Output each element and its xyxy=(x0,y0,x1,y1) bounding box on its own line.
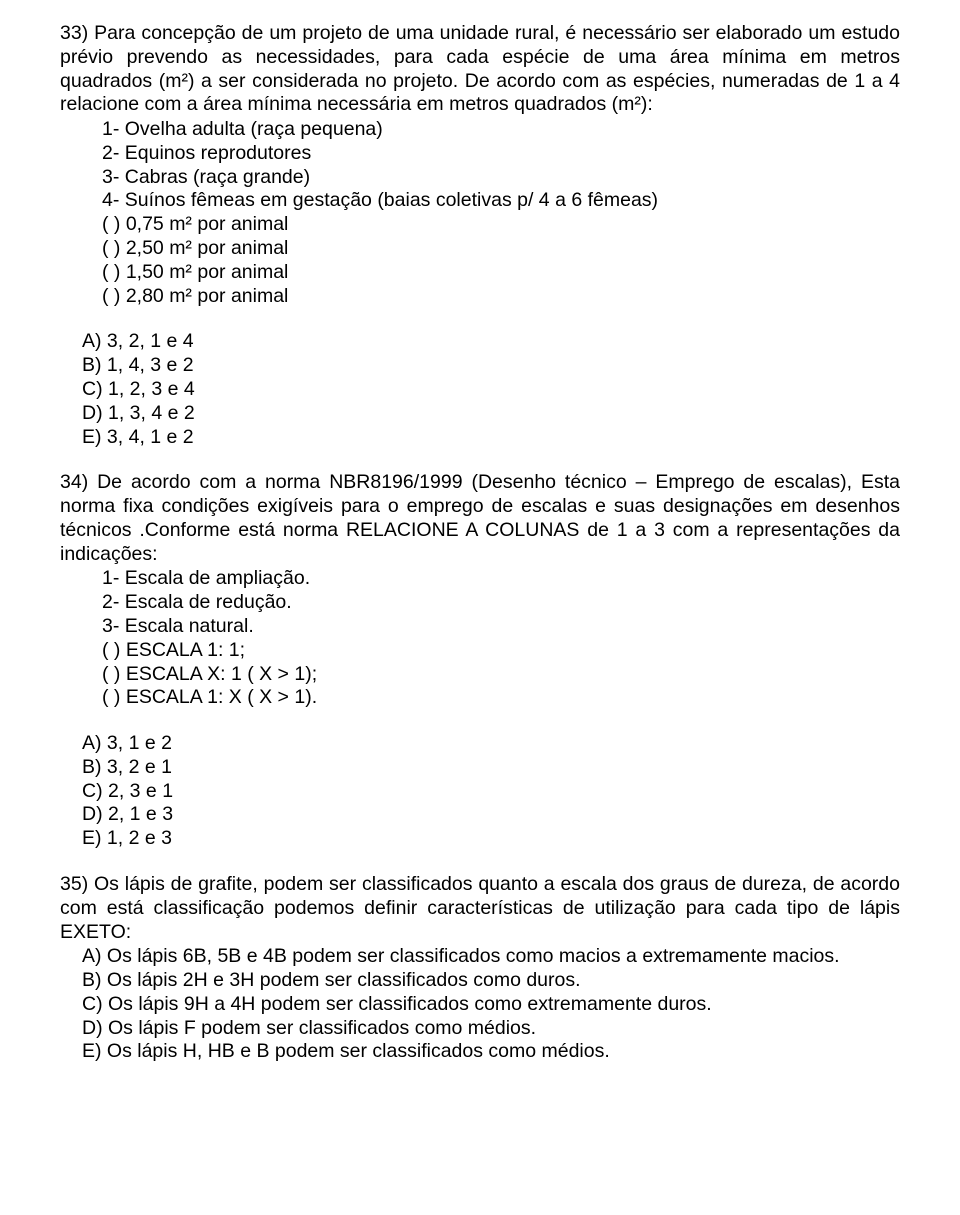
q34-choice-c: C) 2, 3 e 1 xyxy=(82,780,900,804)
q34-item-1: 1- Escala de ampliação. xyxy=(102,567,900,591)
q33-items: 1- Ovelha adulta (raça pequena) 2- Equin… xyxy=(102,118,900,308)
q33-choice-e: E) 3, 4, 1 e 2 xyxy=(82,426,900,450)
q33-choice-c: C) 1, 2, 3 e 4 xyxy=(82,378,900,402)
q33-choice-b: B) 1, 4, 3 e 2 xyxy=(82,354,900,378)
q34-item-3: 3- Escala natural. xyxy=(102,615,900,639)
q35-choices: A) Os lápis 6B, 5B e 4B podem ser classi… xyxy=(82,945,900,1064)
question-35: 35) Os lápis de grafite, podem ser class… xyxy=(60,873,900,1064)
question-34: 34) De acordo com a norma NBR8196/1999 (… xyxy=(60,471,900,710)
q34-choice-d: D) 2, 1 e 3 xyxy=(82,803,900,827)
q33-match-3: ( ) 1,50 m² por animal xyxy=(102,261,900,285)
q35-choice-b: B) Os lápis 2H e 3H podem ser classifica… xyxy=(82,969,900,993)
q34-choice-b: B) 3, 2 e 1 xyxy=(82,756,900,780)
question-33: 33) Para concepção de um projeto de uma … xyxy=(60,22,900,308)
q33-choices: A) 3, 2, 1 e 4 B) 1, 4, 3 e 2 C) 1, 2, 3… xyxy=(82,330,900,449)
q34-choice-a: A) 3, 1 e 2 xyxy=(82,732,900,756)
q33-item-1: 1- Ovelha adulta (raça pequena) xyxy=(102,118,900,142)
q33-match-4: ( ) 2,80 m² por animal xyxy=(102,285,900,309)
q34-match-1: ( ) ESCALA 1: 1; xyxy=(102,639,900,663)
q34-intro: 34) De acordo com a norma NBR8196/1999 (… xyxy=(60,471,900,566)
q35-choice-c: C) Os lápis 9H a 4H podem ser classifica… xyxy=(82,993,900,1017)
q34-choice-e: E) 1, 2 e 3 xyxy=(82,827,900,851)
q34-match-2: ( ) ESCALA X: 1 ( X > 1); xyxy=(102,663,900,687)
q34-choices: A) 3, 1 e 2 B) 3, 2 e 1 C) 2, 3 e 1 D) 2… xyxy=(82,732,900,851)
q35-choice-a: A) Os lápis 6B, 5B e 4B podem ser classi… xyxy=(82,945,900,969)
q34-items: 1- Escala de ampliação. 2- Escala de red… xyxy=(102,567,900,710)
q35-intro: 35) Os lápis de grafite, podem ser class… xyxy=(60,873,900,944)
q33-item-3: 3- Cabras (raça grande) xyxy=(102,166,900,190)
q33-choice-a: A) 3, 2, 1 e 4 xyxy=(82,330,900,354)
q34-item-2: 2- Escala de redução. xyxy=(102,591,900,615)
q33-match-1: ( ) 0,75 m² por animal xyxy=(102,213,900,237)
q34-match-3: ( ) ESCALA 1: X ( X > 1). xyxy=(102,686,900,710)
q33-match-2: ( ) 2,50 m² por animal xyxy=(102,237,900,261)
exam-page: 33) Para concepção de um projeto de uma … xyxy=(0,0,960,1094)
q33-choice-d: D) 1, 3, 4 e 2 xyxy=(82,402,900,426)
q35-choice-e: E) Os lápis H, HB e B podem ser classifi… xyxy=(82,1040,900,1064)
q33-item-4: 4- Suínos fêmeas em gestação (baias cole… xyxy=(102,189,900,213)
q35-choice-d: D) Os lápis F podem ser classificados co… xyxy=(82,1017,900,1041)
q33-intro: 33) Para concepção de um projeto de uma … xyxy=(60,22,900,117)
q33-item-2: 2- Equinos reprodutores xyxy=(102,142,900,166)
